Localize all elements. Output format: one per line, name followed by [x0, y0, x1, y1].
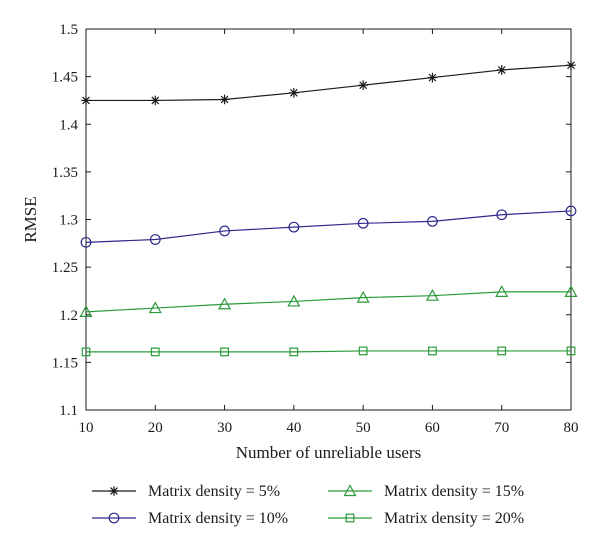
- data-point: [565, 205, 577, 217]
- legend: Matrix density = 5% Matrix density = 15% M…: [92, 483, 524, 527]
- legend-entry: Matrix density = 10%: [92, 510, 288, 527]
- legend-entry: Matrix density = 15%: [328, 483, 524, 500]
- x-tick-label: 10: [79, 420, 94, 436]
- data-point: [497, 346, 507, 356]
- legend-entry: Matrix density = 5%: [92, 483, 280, 500]
- data-point: [356, 290, 370, 303]
- data-point: [287, 294, 301, 307]
- data-point: [496, 65, 507, 75]
- data-point: [220, 347, 229, 357]
- series-4: [81, 346, 576, 357]
- legend-marker: [108, 512, 120, 524]
- data-point: [495, 285, 509, 297]
- data-point: [288, 221, 300, 233]
- x-tick-label: 70: [494, 420, 509, 436]
- data-point: [80, 236, 92, 248]
- x-tick-label: 60: [425, 420, 440, 436]
- legend-label: Matrix density = 20%: [384, 510, 524, 527]
- y-tick-label: 1.15: [52, 355, 78, 371]
- data-point: [357, 217, 369, 229]
- y-tick-label: 1.4: [59, 117, 78, 133]
- y-tick-label: 1.25: [52, 260, 78, 276]
- data-point: [358, 346, 368, 356]
- series-1: [81, 60, 576, 106]
- x-tick-label: 50: [356, 420, 371, 436]
- data-point: [81, 95, 91, 106]
- data-point: [425, 288, 439, 301]
- data-point: [81, 347, 91, 357]
- legend-label: Matrix density = 5%: [148, 483, 280, 500]
- data-point: [150, 347, 160, 357]
- legend-label: Matrix density = 10%: [148, 510, 288, 527]
- data-point: [427, 72, 438, 83]
- y-axis-label: RMSE: [21, 196, 40, 242]
- series-3: [79, 285, 578, 317]
- x-tick-label: 40: [286, 420, 301, 436]
- data-point: [566, 346, 576, 356]
- x-tick-label: 20: [148, 420, 163, 436]
- axis-ticks: 10 20 30 40 50 60 70 80 1.1 1.15 1.2 1.25 1.3 1.35 1.4…: [52, 22, 579, 436]
- data-point: [566, 60, 576, 70]
- data-point: [219, 225, 230, 237]
- series-line: [85, 291, 571, 313]
- legend-marker: [109, 486, 119, 496]
- y-tick-label: 1.3: [59, 213, 78, 229]
- data-point: [218, 297, 232, 310]
- data-point: [79, 305, 93, 317]
- series-line: [85, 210, 572, 243]
- y-tick-label: 1.2: [59, 308, 78, 324]
- y-tick-label: 1.45: [52, 70, 78, 86]
- y-tick-label: 1.5: [59, 22, 78, 38]
- data-point: [219, 94, 230, 105]
- data-point: [427, 216, 438, 227]
- data-point: [150, 95, 161, 106]
- legend-marker: [343, 484, 357, 497]
- legend-label: Matrix density = 15%: [384, 483, 524, 500]
- data-point: [149, 234, 161, 245]
- data-point: [289, 347, 299, 357]
- series-line: [86, 64, 572, 102]
- x-tick-label: 80: [564, 420, 579, 436]
- x-axis-label: Number of unreliable users: [236, 443, 422, 462]
- legend-marker: [345, 513, 355, 523]
- data-point: [358, 80, 368, 90]
- series-2: [80, 205, 577, 248]
- data-point: [496, 209, 508, 221]
- y-tick-label: 1.1: [59, 403, 78, 419]
- legend-entry: Matrix density = 20%: [328, 510, 524, 527]
- data-point: [148, 301, 162, 314]
- data-point: [428, 346, 437, 356]
- series-group: [79, 60, 578, 357]
- data-point: [564, 285, 578, 297]
- data-point: [289, 88, 299, 98]
- series-line: [86, 350, 571, 353]
- y-tick-label: 1.35: [52, 165, 78, 181]
- x-tick-label: 30: [217, 420, 232, 436]
